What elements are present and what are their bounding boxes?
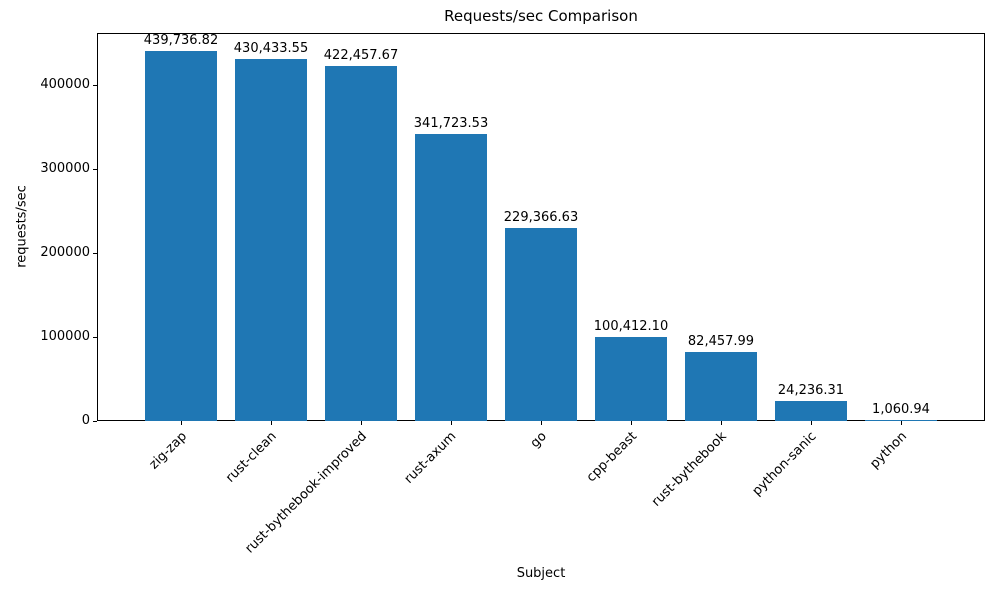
bar-rust-bythebook-improved (325, 66, 397, 421)
x-tick-label: cpp-beast (583, 429, 640, 486)
y-tick-mark (93, 337, 97, 338)
x-tick-mark (811, 421, 812, 425)
bar-value-label: 430,433.55 (233, 41, 309, 56)
bar-rust-bythebook (685, 352, 757, 421)
x-tick-mark (181, 421, 182, 425)
x-tick-mark (721, 421, 722, 425)
bar-value-label: 100,412.10 (593, 319, 669, 334)
x-tick-mark (361, 421, 362, 425)
bar-value-label: 24,236.31 (777, 383, 845, 398)
bar-rust-axum (415, 134, 487, 421)
x-tick-mark (631, 421, 632, 425)
x-tick-mark (901, 421, 902, 425)
y-tick-mark (93, 421, 97, 422)
bar-value-label: 422,457.67 (323, 48, 399, 63)
x-axis-label: Subject (516, 566, 566, 581)
y-tick-label: 0 (81, 413, 90, 428)
bar-go (505, 228, 577, 421)
x-tick-label: rust-axum (401, 429, 460, 487)
bar-python-sanic (775, 401, 847, 421)
bar-value-label: 82,457.99 (687, 334, 755, 349)
x-tick-mark (541, 421, 542, 425)
y-tick-mark (93, 169, 97, 170)
x-tick-label: python (866, 429, 910, 472)
y-tick-label: 300000 (40, 161, 90, 176)
bar-value-label: 229,366.63 (503, 210, 579, 225)
y-tick-label: 200000 (40, 245, 90, 260)
x-tick-label: go (527, 429, 550, 452)
bar-zig-zap (145, 51, 217, 421)
x-tick-mark (451, 421, 452, 425)
bar-cpp-beast (595, 337, 667, 421)
y-tick-label: 400000 (40, 77, 90, 92)
x-tick-label: rust-bythebook (648, 429, 730, 510)
x-tick-label: python-sanic (749, 429, 820, 499)
x-tick-label: zig-zap (146, 429, 190, 473)
y-tick-mark (93, 85, 97, 86)
bar-python (865, 420, 937, 421)
bar-value-label: 1,060.94 (872, 402, 930, 417)
bar-value-label: 439,736.82 (143, 33, 219, 48)
x-tick-mark (271, 421, 272, 425)
chart-title: Requests/sec Comparison (444, 7, 638, 25)
y-tick-label: 100000 (40, 329, 90, 344)
bar-rust-clean (235, 59, 307, 421)
bar-value-label: 341,723.53 (413, 116, 489, 131)
y-tick-mark (93, 253, 97, 254)
x-tick-label: rust-clean (222, 429, 280, 486)
